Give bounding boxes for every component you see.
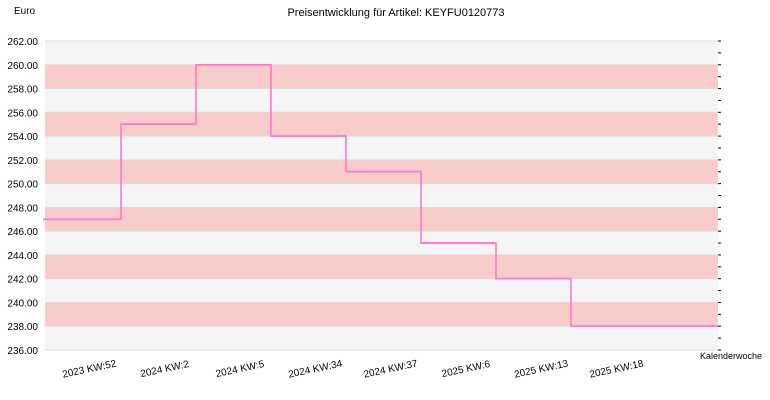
- band: [45, 88, 718, 113]
- y-tick-label: 250.00: [7, 180, 38, 191]
- x-tick-label: 2024 KW:2: [140, 359, 191, 380]
- x-tick-label: 2025 KW:13: [513, 358, 569, 380]
- x-tick-label: 2024 KW:5: [215, 359, 266, 380]
- right-tick-marks: [718, 40, 721, 351]
- y-tick-label: 244.00: [7, 251, 38, 262]
- y-tick-label: 248.00: [7, 203, 38, 214]
- band: [45, 302, 718, 327]
- band: [45, 136, 718, 160]
- y-axis: 236.00 238.00 240.00 242.00 244.00 246.00 248.…: [7, 37, 38, 357]
- x-tick-label: 2024 KW:34: [287, 358, 343, 380]
- series-price: [43, 63, 718, 328]
- band: [45, 326, 718, 350]
- y-tick-label: 258.00: [7, 85, 38, 96]
- y-tick-label: 256.00: [7, 108, 38, 119]
- band: [45, 254, 718, 279]
- x-tick-label: 2024 KW:37: [363, 358, 419, 380]
- y-tick-label: 262.00: [7, 37, 38, 48]
- band: [45, 112, 718, 137]
- y-tick-label: 240.00: [7, 298, 38, 309]
- y-tick-label: 252.00: [7, 156, 38, 167]
- band: [45, 278, 718, 303]
- band: [45, 207, 718, 232]
- y-axis-label: Euro: [14, 6, 36, 17]
- x-tick-label: 2025 KW:18: [589, 358, 645, 380]
- x-tick-label: 2025 KW:6: [441, 359, 492, 380]
- x-tick-label: 2023 KW:52: [62, 358, 118, 380]
- x-axis-label: Kalenderwoche: [700, 351, 762, 361]
- y-tick-label: 260.00: [7, 61, 38, 72]
- y-tick-label: 246.00: [7, 227, 38, 238]
- x-axis: 2023 KW:52 2024 KW:2 2024 KW:5 2024 KW:34 20…: [62, 358, 645, 380]
- chart-title: Preisentwicklung für Artikel: KEYFU01207…: [287, 7, 504, 19]
- band: [45, 231, 718, 255]
- band: [45, 41, 718, 65]
- y-tick-label: 254.00: [7, 132, 38, 143]
- y-tick-label: 236.00: [7, 346, 38, 357]
- band: [45, 183, 718, 208]
- y-tick-label: 242.00: [7, 275, 38, 286]
- y-tick-label: 238.00: [7, 322, 38, 333]
- background-bands: [45, 41, 718, 350]
- band: [45, 64, 718, 89]
